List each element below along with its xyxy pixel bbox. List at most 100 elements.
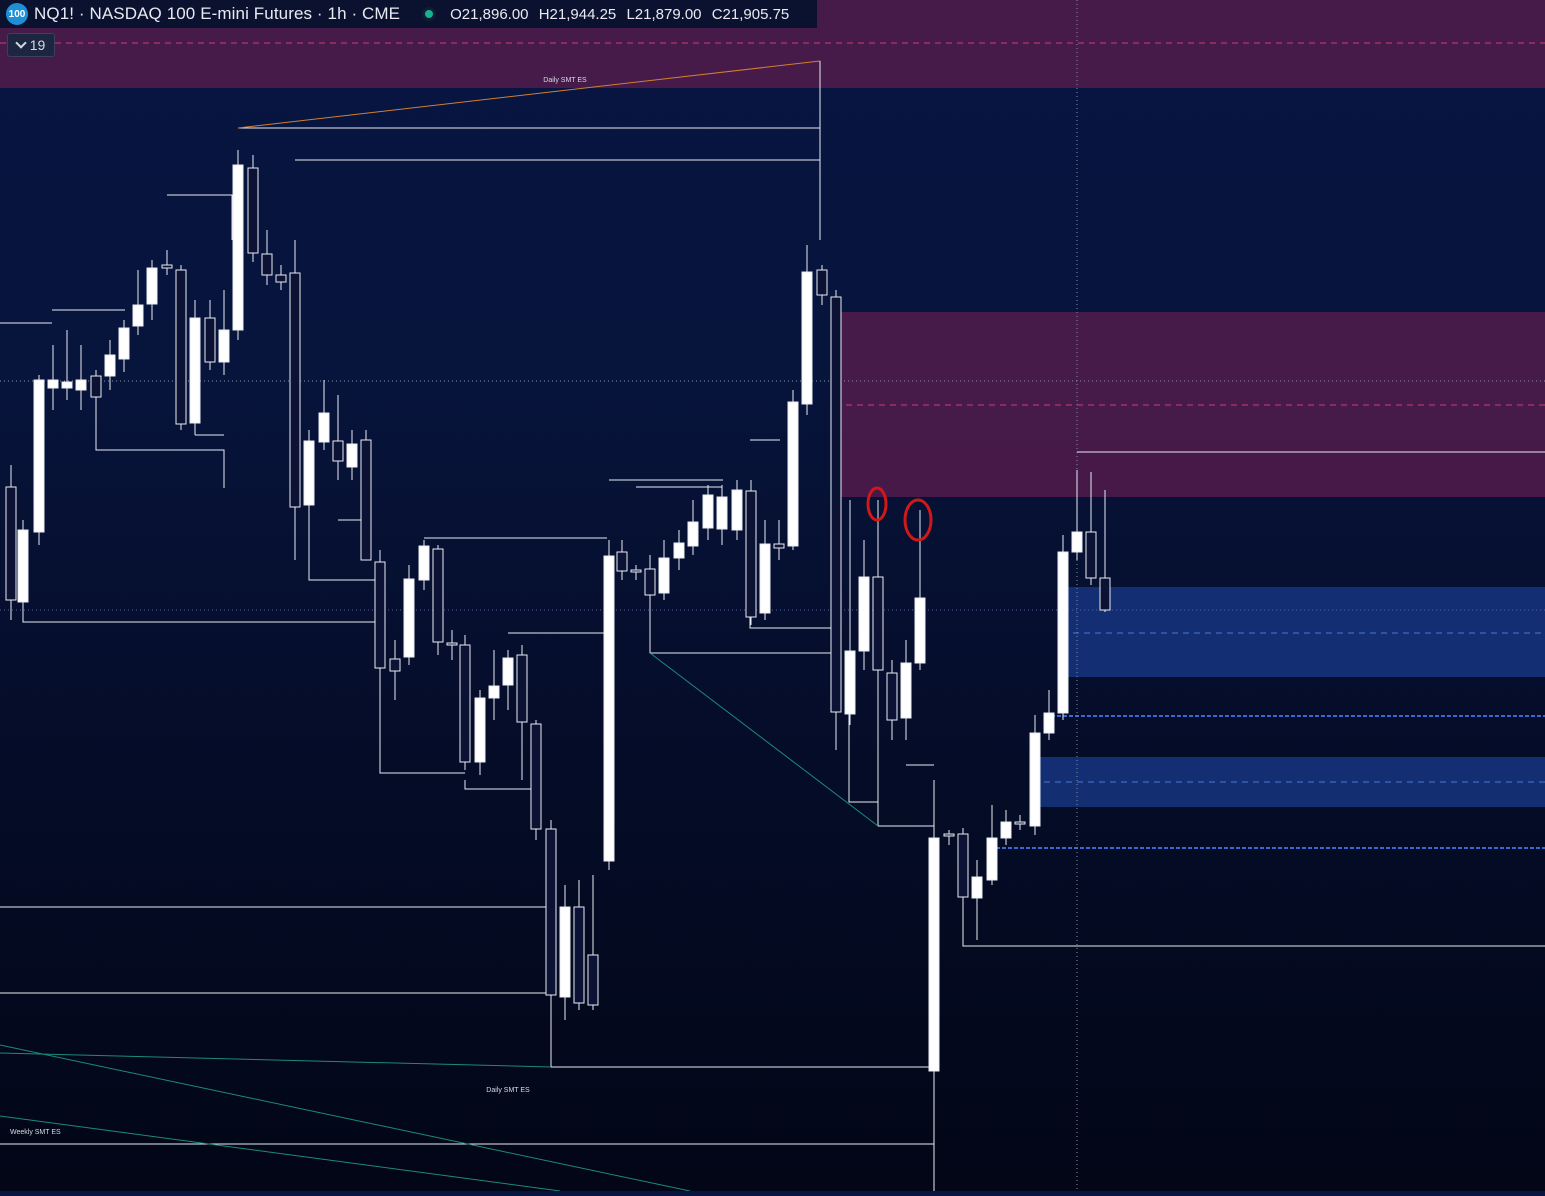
- symbol-header: 100 NQ1! · NASDAQ 100 E-mini Futures · 1…: [0, 0, 817, 28]
- bullish-candle[interactable]: [132, 304, 144, 327]
- bearish-candle[interactable]: [432, 548, 444, 643]
- bearish-candle[interactable]: [90, 375, 102, 398]
- bearish-candle[interactable]: [886, 672, 898, 721]
- bearish-candle[interactable]: [516, 654, 528, 723]
- bearish-candle[interactable]: [332, 440, 344, 462]
- bullish-candle[interactable]: [75, 379, 87, 391]
- bearish-candle[interactable]: [630, 569, 642, 573]
- bearish-candle[interactable]: [161, 264, 173, 269]
- bullish-candle[interactable]: [702, 494, 714, 529]
- bullish-candle[interactable]: [858, 576, 870, 652]
- highlight-circle[interactable]: [866, 486, 888, 522]
- bullish-candle[interactable]: [971, 876, 983, 899]
- bullish-candle[interactable]: [17, 529, 29, 603]
- bullish-candle[interactable]: [104, 354, 116, 377]
- structure-line[interactable]: [167, 194, 233, 240]
- bearish-candle[interactable]: [957, 833, 969, 898]
- smt-line[interactable]: [237, 60, 821, 129]
- symbol-title[interactable]: NQ1! · NASDAQ 100 E-mini Futures · 1h · …: [34, 4, 401, 23]
- bearish-candle[interactable]: [816, 269, 828, 296]
- structure-line[interactable]: [550, 1000, 934, 1068]
- bearish-candle[interactable]: [830, 296, 842, 713]
- structure-line[interactable]: [464, 780, 540, 790]
- bullish-candle[interactable]: [914, 597, 926, 664]
- bearish-candle[interactable]: [289, 272, 301, 508]
- bullish-candle[interactable]: [61, 381, 73, 389]
- bullish-candle[interactable]: [232, 164, 244, 331]
- bullish-candle[interactable]: [474, 697, 486, 763]
- bearish-candle[interactable]: [587, 954, 599, 1006]
- bullish-candle[interactable]: [488, 685, 500, 699]
- bearish-candle[interactable]: [745, 490, 757, 618]
- bullish-candle[interactable]: [118, 327, 130, 360]
- bullish-candle[interactable]: [759, 543, 771, 614]
- bullish-candle[interactable]: [603, 555, 615, 862]
- bullish-candle[interactable]: [47, 379, 59, 389]
- bullish-candle[interactable]: [1029, 732, 1041, 827]
- bullish-candle[interactable]: [1000, 821, 1012, 839]
- bullish-candle[interactable]: [346, 443, 358, 468]
- structure-line[interactable]: [962, 905, 1545, 947]
- bearish-candle[interactable]: [275, 274, 287, 283]
- structure-line[interactable]: [238, 127, 821, 240]
- bearish-candle[interactable]: [1085, 531, 1097, 579]
- bullish-candle[interactable]: [318, 412, 330, 443]
- bullish-candle[interactable]: [673, 542, 685, 559]
- bullish-candle[interactable]: [303, 440, 315, 506]
- bearish-candle[interactable]: [204, 317, 216, 363]
- bullish-candle[interactable]: [502, 657, 514, 686]
- bullish-candle[interactable]: [986, 837, 998, 881]
- bullish-candle[interactable]: [1057, 551, 1069, 714]
- bullish-candle[interactable]: [189, 317, 201, 424]
- bearish-candle[interactable]: [1099, 577, 1111, 611]
- bullish-candle[interactable]: [787, 401, 799, 547]
- bullish-candle[interactable]: [928, 837, 940, 1072]
- trend-line[interactable]: [649, 652, 879, 827]
- trend-line[interactable]: [0, 1115, 561, 1192]
- bearish-candle[interactable]: [573, 906, 585, 1004]
- bearish-candle[interactable]: [545, 828, 557, 996]
- bullish-candle[interactable]: [33, 379, 45, 533]
- bullish-candle[interactable]: [218, 329, 230, 363]
- bullish-candle[interactable]: [658, 557, 670, 594]
- bullish-candle[interactable]: [146, 267, 158, 305]
- bullish-candle[interactable]: [1071, 531, 1083, 553]
- bullish-candle[interactable]: [801, 271, 813, 405]
- bearish-candle[interactable]: [389, 658, 401, 672]
- bullish-candle[interactable]: [418, 545, 430, 581]
- structure-line[interactable]: [649, 600, 834, 654]
- bearish-candle[interactable]: [1014, 821, 1026, 825]
- bearish-candle[interactable]: [446, 642, 458, 646]
- bullish-candle[interactable]: [687, 521, 699, 547]
- bearish-candle[interactable]: [360, 439, 372, 561]
- bearish-candle[interactable]: [943, 833, 955, 837]
- structure-line[interactable]: [22, 610, 380, 623]
- demand-zone-upper[interactable]: [1062, 587, 1545, 677]
- bullish-candle[interactable]: [900, 662, 912, 719]
- highlight-circle[interactable]: [903, 498, 933, 542]
- indicators-toggle-button[interactable]: 19: [7, 33, 55, 57]
- trend-line[interactable]: [0, 1052, 552, 1068]
- trend-line[interactable]: [0, 1044, 691, 1192]
- bearish-candle[interactable]: [530, 723, 542, 830]
- bearish-candle[interactable]: [261, 253, 273, 276]
- bearish-candle[interactable]: [5, 486, 17, 601]
- bearish-candle[interactable]: [616, 551, 628, 572]
- bearish-candle[interactable]: [773, 543, 785, 549]
- bearish-candle[interactable]: [644, 568, 656, 596]
- bearish-candle[interactable]: [459, 644, 471, 763]
- bullish-candle[interactable]: [559, 906, 571, 998]
- bullish-candle[interactable]: [844, 650, 856, 715]
- bearish-candle[interactable]: [247, 167, 259, 254]
- bearish-candle[interactable]: [175, 269, 187, 425]
- bullish-candle[interactable]: [403, 578, 415, 658]
- structure-line[interactable]: [95, 400, 225, 488]
- bullish-candle[interactable]: [1043, 712, 1055, 734]
- bearish-candle[interactable]: [872, 576, 884, 671]
- bullish-candle[interactable]: [731, 489, 743, 531]
- bullish-candle[interactable]: [716, 496, 728, 530]
- ohlc-values: O21,896.00 H21,944.25 L21,879.00 C21,905…: [450, 6, 795, 23]
- bearish-candle[interactable]: [374, 561, 386, 669]
